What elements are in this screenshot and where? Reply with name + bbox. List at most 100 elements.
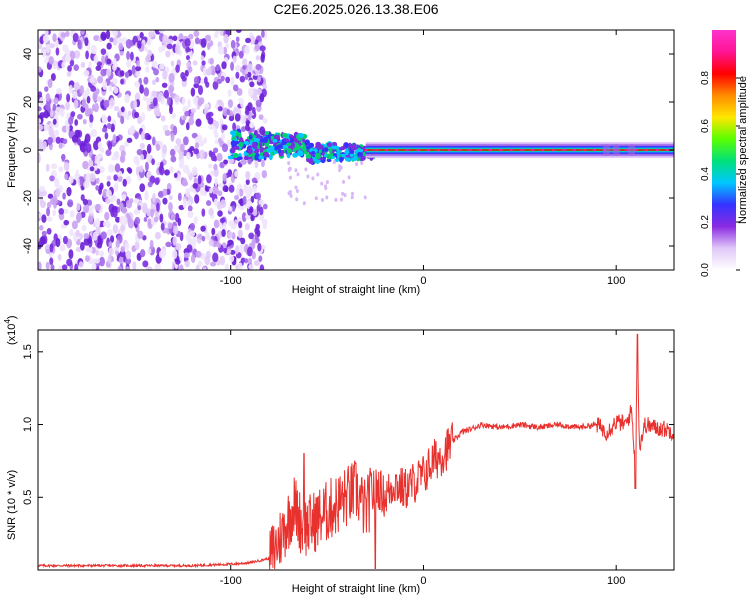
heatmap-noise-cell <box>170 213 176 221</box>
heatmap-noise-cell <box>232 55 237 63</box>
heatmap-noise-cell <box>139 183 146 193</box>
heatmap-noise-cell <box>162 188 168 197</box>
heatmap-noise-cell <box>80 62 86 68</box>
heatmap-noise-cell <box>112 57 117 67</box>
heatmap-noise-cell <box>92 92 98 102</box>
heatmap-noise-cell <box>90 44 97 55</box>
heatmap-noise-cell <box>187 205 193 212</box>
heatmap-noise-cell <box>144 190 149 201</box>
heatmap-noise-cell <box>255 223 260 231</box>
heatmap-noise-cell <box>215 120 219 129</box>
heatmap-noise-cell <box>247 63 253 73</box>
heatmap-noise-cell <box>93 155 101 165</box>
heatmap-noise-cell <box>288 190 292 195</box>
heatmap-y-tick-label: -40 <box>22 238 34 254</box>
heatmap-noise-cell <box>238 221 243 229</box>
heatmap-noise-cell <box>87 215 94 225</box>
heatmap-signal-cell <box>253 137 261 142</box>
heatmap-noise-cell <box>173 172 178 178</box>
heatmap-noise-cell <box>110 165 117 172</box>
heatmap-signal-cell <box>305 153 312 159</box>
heatmap-band-widen <box>627 144 636 156</box>
heatmap-noise-cell <box>38 118 42 124</box>
heatmap-noise-cell <box>47 136 54 144</box>
heatmap-noise-cell <box>144 161 149 172</box>
heatmap-noise-cell <box>237 262 243 270</box>
heatmap-noise-cell <box>166 96 171 106</box>
heatmap-noise-cell <box>230 39 236 49</box>
heatmap-noise-cell <box>167 222 173 230</box>
heatmap-y-axis-label: Frequency (Hz) <box>6 112 18 188</box>
heatmap-noise-cell <box>221 143 229 153</box>
heatmap-noise-cell <box>49 243 54 253</box>
line-y-tick-label: 1.5 <box>22 344 34 359</box>
heatmap-noise-cell <box>120 115 125 125</box>
heatmap-noise-cell <box>233 194 240 201</box>
heatmap-noise-cell <box>110 235 115 243</box>
heatmap-noise-cell <box>52 209 57 217</box>
heatmap-noise-cell <box>127 167 133 174</box>
heatmap-noise-cell <box>60 32 67 38</box>
heatmap-noise-cell <box>187 210 194 219</box>
heatmap-band-peak <box>509 148 513 152</box>
heatmap-noise-cell <box>97 141 103 150</box>
heatmap-noise-cell <box>213 198 218 206</box>
heatmap-noise-cell <box>88 247 93 253</box>
heatmap-noise-cell <box>289 193 293 198</box>
heatmap-noise-cell <box>254 159 259 169</box>
heatmap-noise-cell <box>162 70 168 80</box>
heatmap-noise-cell <box>134 111 140 119</box>
heatmap-noise-cell <box>287 167 291 172</box>
heatmap-noise-cell <box>251 239 256 249</box>
heatmap-noise-cell <box>86 96 91 104</box>
heatmap-noise-cell <box>363 195 367 200</box>
heatmap-noise-cell <box>99 250 104 257</box>
heatmap-noise-cell <box>185 188 191 198</box>
heatmap-signal-cell <box>318 149 323 154</box>
heatmap-band-widen <box>612 144 621 156</box>
heatmap-noise-cell <box>193 148 200 155</box>
heatmap-noise-cell <box>77 113 83 120</box>
heatmap-noise-cell <box>235 30 242 34</box>
heatmap-noise-cell <box>38 106 42 112</box>
heatmap-noise-cell <box>175 259 181 265</box>
heatmap-signal-cell <box>272 138 278 143</box>
heatmap-noise-cell <box>85 50 89 60</box>
heatmap-noise-cell <box>91 263 97 270</box>
heatmap-noise-cell <box>161 44 166 52</box>
heatmap-noise-cell <box>55 136 61 144</box>
heatmap-noise-cell <box>181 97 186 106</box>
heatmap-noise-cell <box>183 136 189 146</box>
heatmap-noise-cell <box>127 110 132 116</box>
heatmap-noise-cell <box>66 186 72 197</box>
heatmap-noise-cell <box>180 143 185 152</box>
heatmap-noise-cell <box>94 218 101 228</box>
heatmap-noise-cell <box>104 132 109 140</box>
heatmap-noise-cell <box>222 172 227 182</box>
spectrogram-heatmap: -100 0 100 -40 -20 0 20 40 Height of straight … <box>6 29 749 296</box>
heatmap-noise-cell <box>43 123 50 132</box>
chart-title: C2E6.2025.026.13.38.E06 <box>273 1 439 17</box>
heatmap-noise-cell <box>100 231 107 240</box>
heatmap-signal-cell <box>297 150 304 157</box>
heatmap-band-peak <box>530 148 534 152</box>
heatmap-signal-cell <box>331 145 338 150</box>
heatmap-signal-cell <box>318 144 325 150</box>
heatmap-noise-cell <box>241 212 247 222</box>
heatmap-signal-cell <box>358 148 364 153</box>
heatmap-noise-cell <box>190 87 196 97</box>
heatmap-noise-cell <box>196 238 202 244</box>
heatmap-noise-cell <box>165 241 172 248</box>
heatmap-band-peak <box>520 148 524 152</box>
heatmap-noise-cell <box>93 140 99 151</box>
heatmap-signal-cell <box>340 145 346 151</box>
heatmap-noise-cell <box>163 124 169 131</box>
heatmap-noise-cell <box>249 81 255 88</box>
heatmap-noise-cell <box>80 30 85 36</box>
heatmap-noise-cell <box>113 86 119 94</box>
heatmap-noise-cell <box>287 161 291 166</box>
heatmap-noise-cell <box>44 244 51 250</box>
heatmap-signal-cell <box>258 155 264 160</box>
heatmap-noise-cell <box>253 260 260 266</box>
heatmap-noise-cell <box>49 257 54 266</box>
